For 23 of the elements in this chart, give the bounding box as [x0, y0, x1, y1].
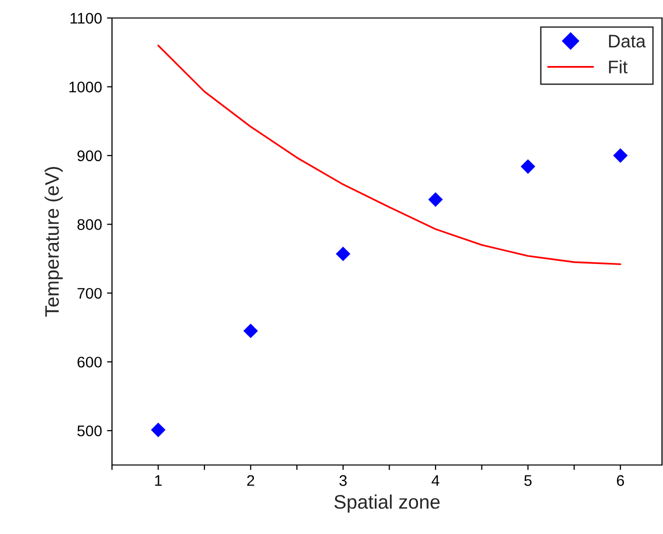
x-tick-label: 2 — [247, 475, 254, 486]
x-tick-label: 1 — [155, 475, 162, 486]
y-tick-label: 500 — [77, 425, 102, 436]
legend-label: Data — [609, 34, 646, 48]
point — [150, 422, 166, 438]
x-tick-label: 4 — [432, 475, 440, 486]
y-tick-label: 1100 — [70, 12, 102, 24]
point — [613, 148, 628, 163]
point — [336, 246, 350, 262]
x-tick-label: 6 — [616, 475, 624, 486]
x-tick-label: 3 — [339, 475, 347, 486]
legend-label: Fit — [609, 60, 628, 74]
point — [243, 324, 258, 338]
x-axis-title: Spatial zone — [334, 494, 440, 513]
y-tick-label: 800 — [77, 219, 102, 230]
x-tick-label: 5 — [524, 475, 532, 486]
y-tick-label: 900 — [78, 150, 102, 162]
y-tick-label: 700 — [78, 288, 102, 299]
y-tick-label: 600 — [78, 356, 102, 368]
point — [520, 159, 536, 174]
y-axis-title: Temperature (eV) — [44, 167, 63, 317]
point — [428, 192, 443, 207]
y-tick-label: 1000 — [69, 82, 102, 92]
